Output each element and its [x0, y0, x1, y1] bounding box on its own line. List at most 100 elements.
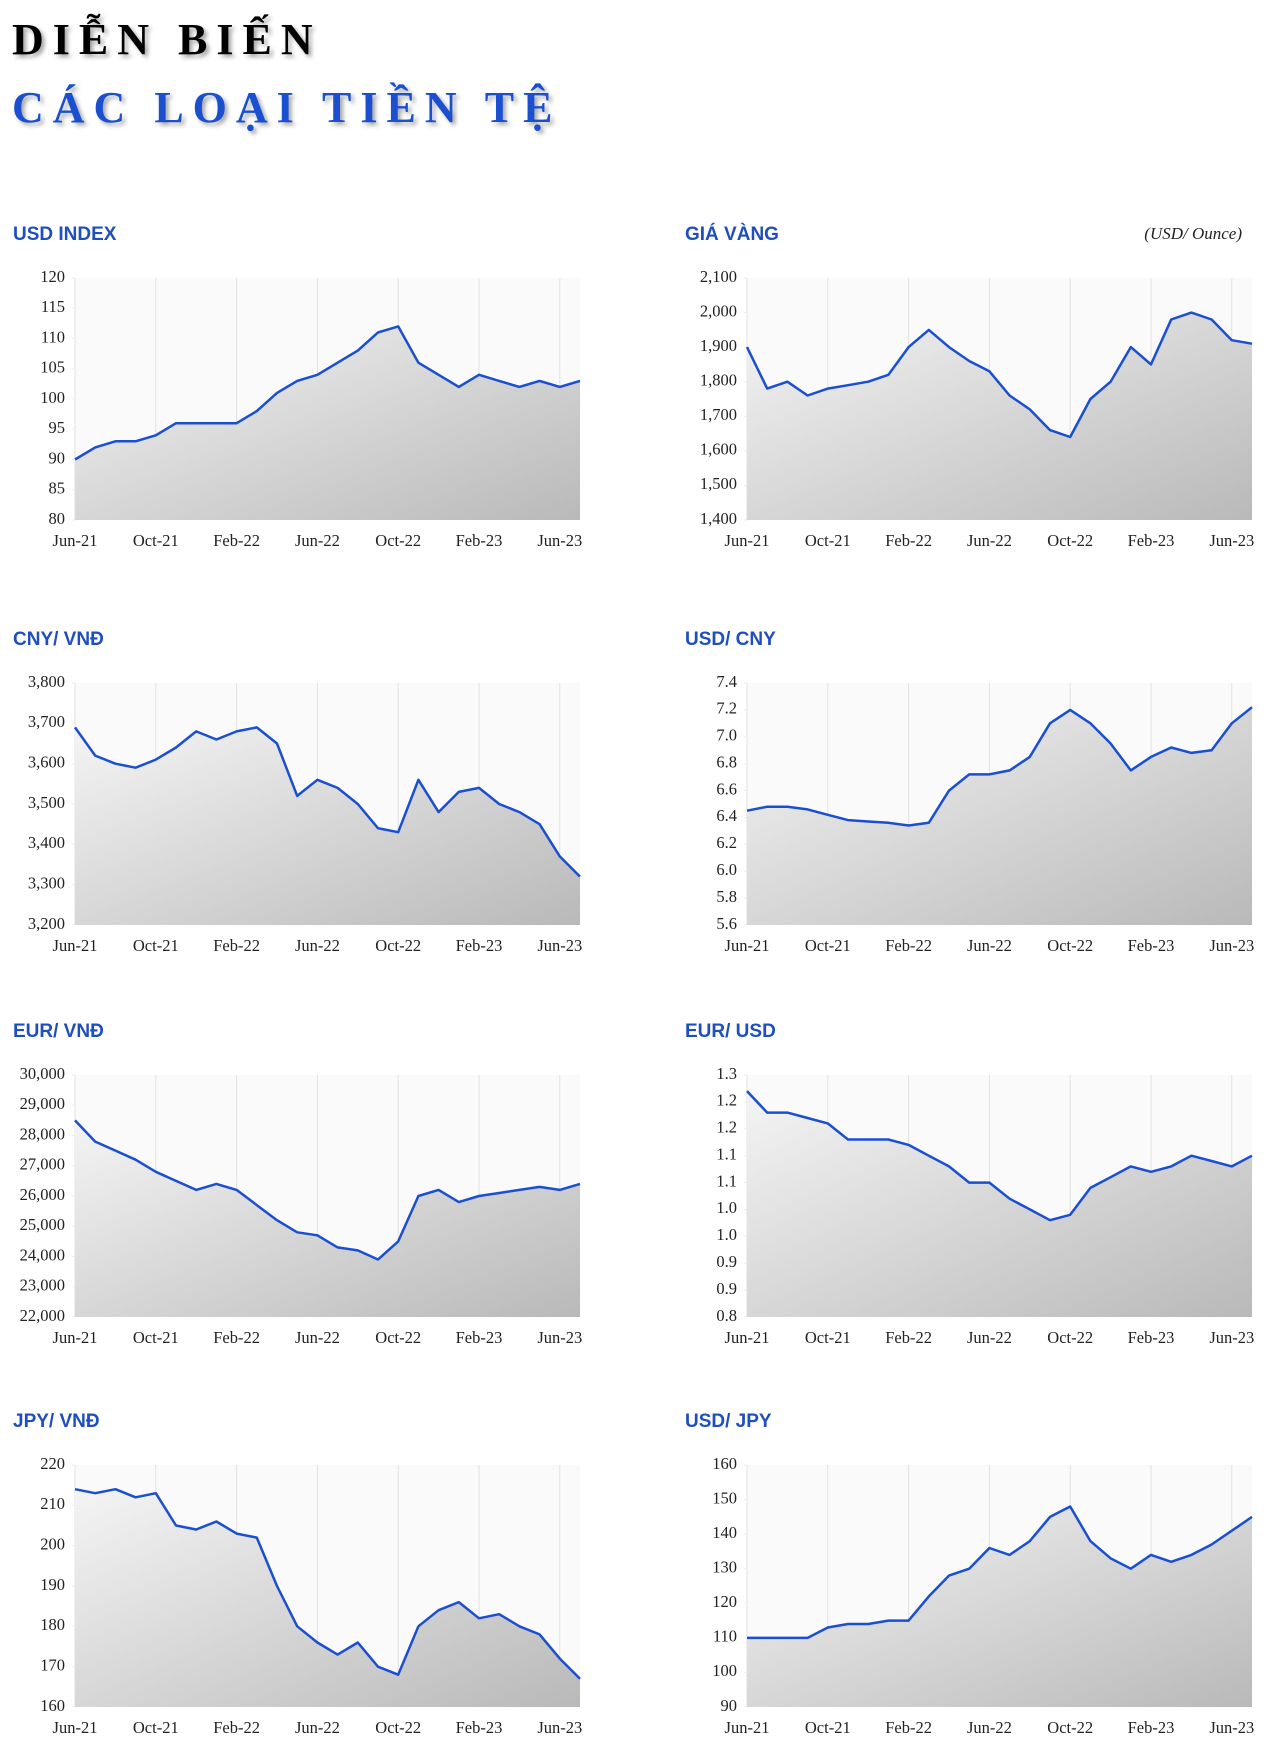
x-tick-label: Jun-23	[537, 936, 582, 955]
y-tick-label: 100	[712, 1661, 737, 1680]
y-tick-label: 3,400	[28, 833, 65, 852]
y-tick-label: 3,200	[28, 914, 65, 933]
x-tick-label: Feb-22	[885, 936, 932, 955]
chart-title: USD/ JPY	[685, 1411, 772, 1432]
y-tick-label: 110	[41, 327, 65, 346]
y-tick-label: 6.2	[716, 833, 737, 852]
x-tick-label: Feb-22	[213, 936, 260, 955]
y-tick-label: 80	[49, 509, 66, 528]
y-tick-label: 6.0	[716, 860, 737, 879]
x-tick-label: Jun-21	[725, 936, 770, 955]
x-tick-label: Jun-22	[295, 1328, 340, 1347]
x-tick-label: Oct-21	[133, 1718, 179, 1737]
chart: JPY/ VNĐ Jun-21 Oct-21 Feb-22 Jun-22 Oct-22 Fe…	[13, 1411, 582, 1737]
line	[745, 311, 1253, 439]
x-tick-label: Jun-22	[967, 1718, 1012, 1737]
x-tick-label: Jun-23	[537, 1328, 582, 1347]
y-tick-label: 3,700	[28, 712, 65, 731]
x-tick-label: Feb-23	[456, 1718, 503, 1737]
x-tick-label: Feb-22	[885, 531, 932, 550]
y-tick-label: 1.2	[716, 1118, 737, 1137]
x-tick-label: Feb-23	[1128, 531, 1175, 550]
y-tick-label: 2,000	[700, 301, 737, 320]
x-tick-label: Jun-22	[967, 1328, 1012, 1347]
x-tick-label: Feb-23	[1128, 1718, 1175, 1737]
y-tick-label: 24,000	[20, 1245, 65, 1264]
chart: EUR/ USD Jun-21 Oct-21 Feb-22 Jun-22 Oct-22 Fe…	[685, 1021, 1254, 1347]
y-tick-label: 160	[40, 1696, 65, 1715]
x-tick-label: Jun-23	[1209, 1328, 1254, 1347]
area	[747, 1091, 1252, 1317]
y-tick-label: 190	[40, 1575, 65, 1594]
x-tick-label: Jun-23	[1209, 1718, 1254, 1737]
line	[74, 1119, 581, 1261]
y-tick-label: 95	[49, 418, 66, 437]
line	[74, 1487, 581, 1680]
y-tick-label: 6.8	[716, 752, 737, 771]
x-tick-label: Jun-23	[1209, 936, 1254, 955]
y-tick-label: 3,300	[28, 873, 65, 892]
y-tick-label: 1.0	[716, 1198, 737, 1217]
chart-title: JPY/ VNĐ	[13, 1411, 100, 1432]
line	[746, 1090, 1253, 1222]
y-tick-label: 1,600	[700, 440, 737, 459]
y-tick-label: 85	[49, 479, 66, 498]
y-tick-label: 210	[40, 1494, 65, 1513]
y-tick-label: 120	[40, 267, 65, 286]
x-tick-label: Jun-21	[53, 936, 98, 955]
area	[747, 1506, 1252, 1707]
x-tick-label: Feb-22	[213, 1328, 260, 1347]
area	[75, 1489, 580, 1707]
y-tick-label: 140	[712, 1523, 737, 1542]
chart-title: EUR/ VNĐ	[13, 1021, 104, 1042]
y-tick-label: 26,000	[20, 1185, 65, 1204]
y-tick-label: 29,000	[20, 1094, 65, 1113]
y-tick-label: 2,100	[700, 267, 737, 286]
x-tick-label: Feb-22	[885, 1718, 932, 1737]
y-tick-label: 1,700	[700, 405, 737, 424]
y-tick-label: 27,000	[20, 1155, 65, 1174]
x-tick-label: Oct-22	[375, 1328, 421, 1347]
y-tick-label: 120	[712, 1592, 737, 1611]
chart-title: USD INDEX	[13, 224, 117, 245]
y-tick-label: 1,400	[700, 509, 737, 528]
x-tick-label: Jun-22	[295, 531, 340, 550]
y-tick-label: 3,800	[28, 672, 65, 691]
y-tick-label: 0.9	[716, 1252, 737, 1271]
x-tick-label: Oct-21	[133, 1328, 179, 1347]
chart: EUR/ VNĐ Jun-21 Oct-21 Feb-22 Jun-22 Oct-22 Fe…	[13, 1021, 582, 1347]
y-tick-label: 3,500	[28, 793, 65, 812]
x-tick-label: Jun-21	[53, 1718, 98, 1737]
x-tick-label: Jun-22	[295, 1718, 340, 1737]
y-tick-label: 25,000	[20, 1215, 65, 1234]
line	[74, 325, 581, 461]
y-tick-label: 6.4	[716, 806, 737, 825]
x-tick-label: Jun-21	[725, 1718, 770, 1737]
y-tick-label: 110	[713, 1627, 737, 1646]
page-title: DIỄN BIẾN	[12, 15, 322, 64]
x-tick-label: Oct-22	[1047, 1328, 1093, 1347]
x-tick-label: Oct-21	[133, 936, 179, 955]
y-tick-label: 170	[40, 1655, 65, 1674]
x-tick-label: Jun-23	[537, 1718, 582, 1737]
x-tick-label: Jun-23	[1209, 531, 1254, 550]
chart: CNY/ VNĐ Jun-21 Oct-21 Feb-22 Jun-22 Oct-22 Fe…	[13, 629, 582, 955]
x-tick-label: Oct-22	[1047, 936, 1093, 955]
y-tick-label: 150	[712, 1488, 737, 1507]
chart-title: CNY/ VNĐ	[13, 629, 104, 650]
y-tick-label: 90	[721, 1696, 738, 1715]
y-tick-label: 7.4	[716, 672, 737, 691]
area	[75, 727, 580, 925]
x-tick-label: Feb-23	[1128, 936, 1175, 955]
y-tick-label: 0.8	[716, 1306, 737, 1325]
y-tick-label: 115	[41, 297, 65, 316]
y-tick-label: 23,000	[20, 1276, 65, 1295]
x-tick-label: Oct-21	[805, 531, 851, 550]
y-tick-label: 1,500	[700, 474, 737, 493]
x-tick-label: Jun-22	[967, 936, 1012, 955]
y-tick-label: 28,000	[20, 1124, 65, 1143]
y-tick-label: 200	[40, 1534, 65, 1553]
y-tick-label: 0.9	[716, 1279, 737, 1298]
x-tick-label: Oct-22	[1047, 531, 1093, 550]
